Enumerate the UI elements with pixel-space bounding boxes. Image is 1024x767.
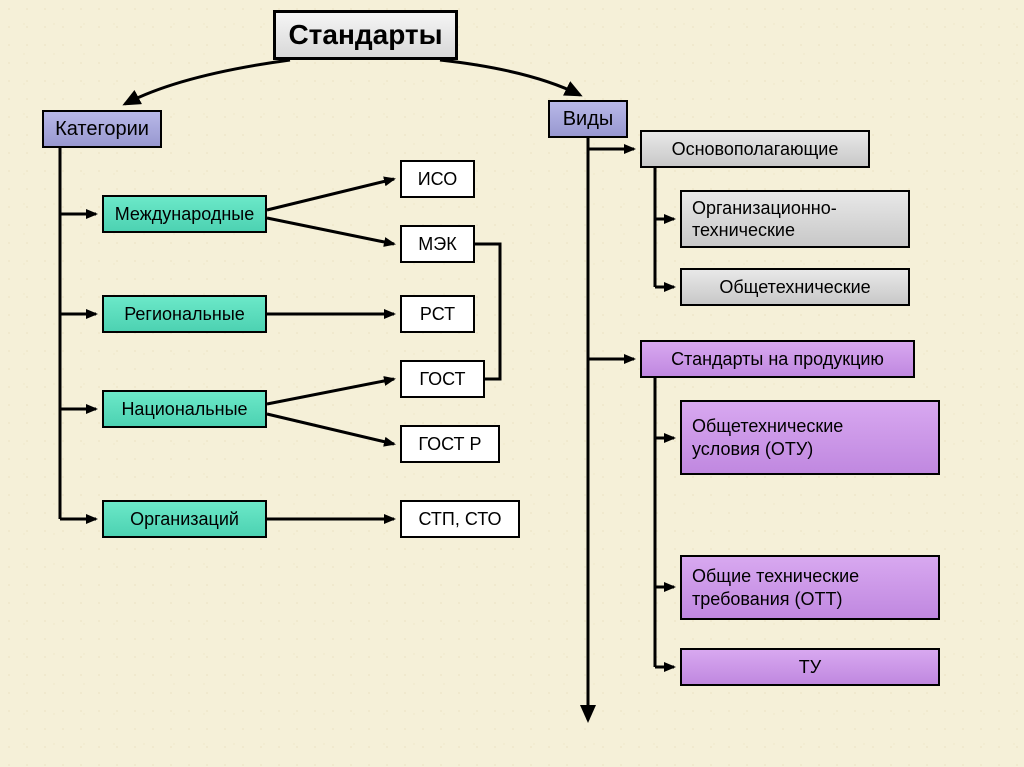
cat-organizations-label: Организаций <box>130 509 239 530</box>
code-stp: СТП, СТО <box>400 500 520 538</box>
type-product-label: Стандарты на продукцию <box>671 349 884 370</box>
cat-organizations: Организаций <box>102 500 267 538</box>
code-gost-label: ГОСТ <box>419 369 465 390</box>
type-otu-label: Общетехнические условия (ОТУ) <box>692 415 843 460</box>
code-mek: МЭК <box>400 225 475 263</box>
type-tu-label: ТУ <box>799 657 821 678</box>
code-gostr: ГОСТ Р <box>400 425 500 463</box>
cat-international-label: Международные <box>115 204 255 225</box>
title-text: Стандарты <box>288 19 442 51</box>
code-gostr-label: ГОСТ Р <box>418 434 481 455</box>
types-header: Виды <box>548 100 628 138</box>
title-box: Стандарты <box>273 10 458 60</box>
categories-label: Категории <box>55 118 149 141</box>
cat-national: Национальные <box>102 390 267 428</box>
cat-regional-label: Региональные <box>124 304 245 325</box>
type-orgtech-label: Организационно- технические <box>692 197 837 242</box>
type-product: Стандарты на продукцию <box>640 340 915 378</box>
cat-national-label: Национальные <box>121 399 247 420</box>
type-orgtech: Организационно- технические <box>680 190 910 248</box>
type-ott-label: Общие технические требования (ОТТ) <box>692 565 859 610</box>
code-iso-label: ИСО <box>418 169 458 190</box>
type-fundamental-label: Основополагающие <box>672 139 839 160</box>
code-gost: ГОСТ <box>400 360 485 398</box>
type-fundamental: Основополагающие <box>640 130 870 168</box>
types-label: Виды <box>563 108 614 131</box>
cat-regional: Региональные <box>102 295 267 333</box>
code-stp-label: СТП, СТО <box>419 509 502 530</box>
type-gentech-label: Общетехнические <box>719 277 870 298</box>
categories-header: Категории <box>42 110 162 148</box>
type-ott: Общие технические требования (ОТТ) <box>680 555 940 620</box>
code-mek-label: МЭК <box>418 234 456 255</box>
type-gentech: Общетехнические <box>680 268 910 306</box>
type-tu: ТУ <box>680 648 940 686</box>
type-otu: Общетехнические условия (ОТУ) <box>680 400 940 475</box>
code-iso: ИСО <box>400 160 475 198</box>
code-rst: РСТ <box>400 295 475 333</box>
code-rst-label: РСТ <box>420 304 455 325</box>
cat-international: Международные <box>102 195 267 233</box>
